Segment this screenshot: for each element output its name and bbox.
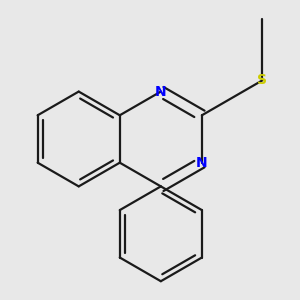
Text: S: S bbox=[257, 74, 267, 87]
Text: N: N bbox=[155, 85, 166, 99]
Text: N: N bbox=[196, 156, 208, 170]
